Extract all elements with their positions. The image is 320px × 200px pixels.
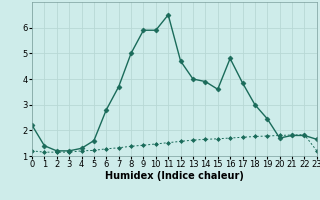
X-axis label: Humidex (Indice chaleur): Humidex (Indice chaleur) xyxy=(105,171,244,181)
